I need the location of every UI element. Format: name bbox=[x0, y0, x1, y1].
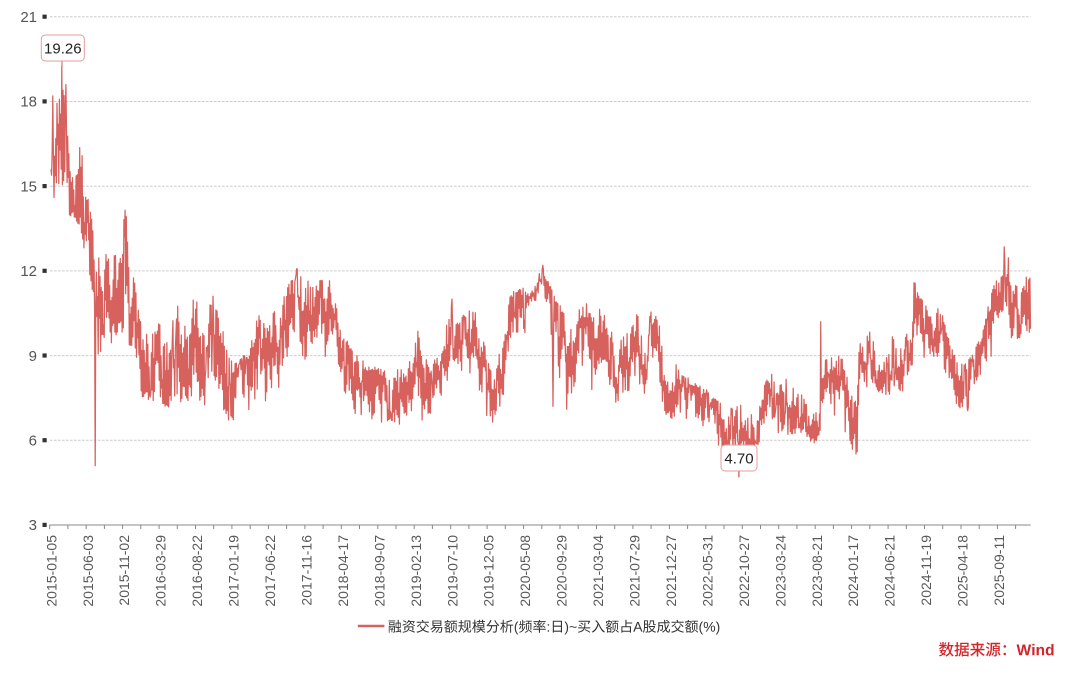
svg-text:2021-12-27: 2021-12-27 bbox=[663, 535, 679, 607]
svg-text:2020-05-08: 2020-05-08 bbox=[517, 535, 533, 607]
svg-text:2022-10-27: 2022-10-27 bbox=[736, 535, 752, 607]
svg-text:2024-11-19: 2024-11-19 bbox=[918, 535, 934, 606]
svg-text:2025-09-11: 2025-09-11 bbox=[991, 535, 1007, 606]
svg-text:12: 12 bbox=[20, 263, 37, 280]
svg-text:9: 9 bbox=[29, 348, 37, 365]
svg-text:2015-11-02: 2015-11-02 bbox=[116, 535, 132, 606]
svg-text:2023-03-24: 2023-03-24 bbox=[772, 535, 788, 607]
svg-text:2021-07-29: 2021-07-29 bbox=[627, 535, 643, 607]
svg-text:2020-09-29: 2020-09-29 bbox=[554, 535, 570, 607]
svg-text:2024-01-17: 2024-01-17 bbox=[845, 535, 861, 607]
svg-text:2018-04-17: 2018-04-17 bbox=[335, 535, 351, 607]
svg-text:2017-01-19: 2017-01-19 bbox=[226, 535, 242, 607]
svg-text:2023-08-21: 2023-08-21 bbox=[809, 535, 825, 607]
svg-text:2019-07-10: 2019-07-10 bbox=[444, 535, 460, 607]
svg-text:2015-01-05: 2015-01-05 bbox=[43, 535, 59, 607]
svg-text:2024-06-21: 2024-06-21 bbox=[882, 535, 898, 607]
svg-text:2015-06-03: 2015-06-03 bbox=[80, 535, 96, 607]
svg-text:18: 18 bbox=[20, 94, 37, 111]
svg-text:2019-12-05: 2019-12-05 bbox=[481, 535, 497, 607]
svg-text:19.26: 19.26 bbox=[44, 41, 82, 58]
svg-text:15: 15 bbox=[20, 178, 37, 195]
svg-text:2016-03-29: 2016-03-29 bbox=[153, 535, 169, 607]
svg-text:2017-11-16: 2017-11-16 bbox=[299, 535, 315, 606]
svg-text:2017-06-22: 2017-06-22 bbox=[262, 535, 278, 607]
svg-text:2018-09-07: 2018-09-07 bbox=[371, 535, 387, 607]
svg-text:21: 21 bbox=[20, 9, 37, 26]
svg-text:2022-05-31: 2022-05-31 bbox=[699, 535, 715, 607]
svg-text:4.70: 4.70 bbox=[724, 451, 753, 468]
svg-text:2021-03-04: 2021-03-04 bbox=[590, 535, 606, 607]
svg-text:3: 3 bbox=[29, 517, 37, 534]
svg-text:6: 6 bbox=[29, 433, 37, 450]
svg-text:2019-02-13: 2019-02-13 bbox=[408, 535, 424, 607]
svg-text:2025-04-18: 2025-04-18 bbox=[955, 535, 971, 607]
svg-text:2016-08-22: 2016-08-22 bbox=[189, 535, 205, 607]
